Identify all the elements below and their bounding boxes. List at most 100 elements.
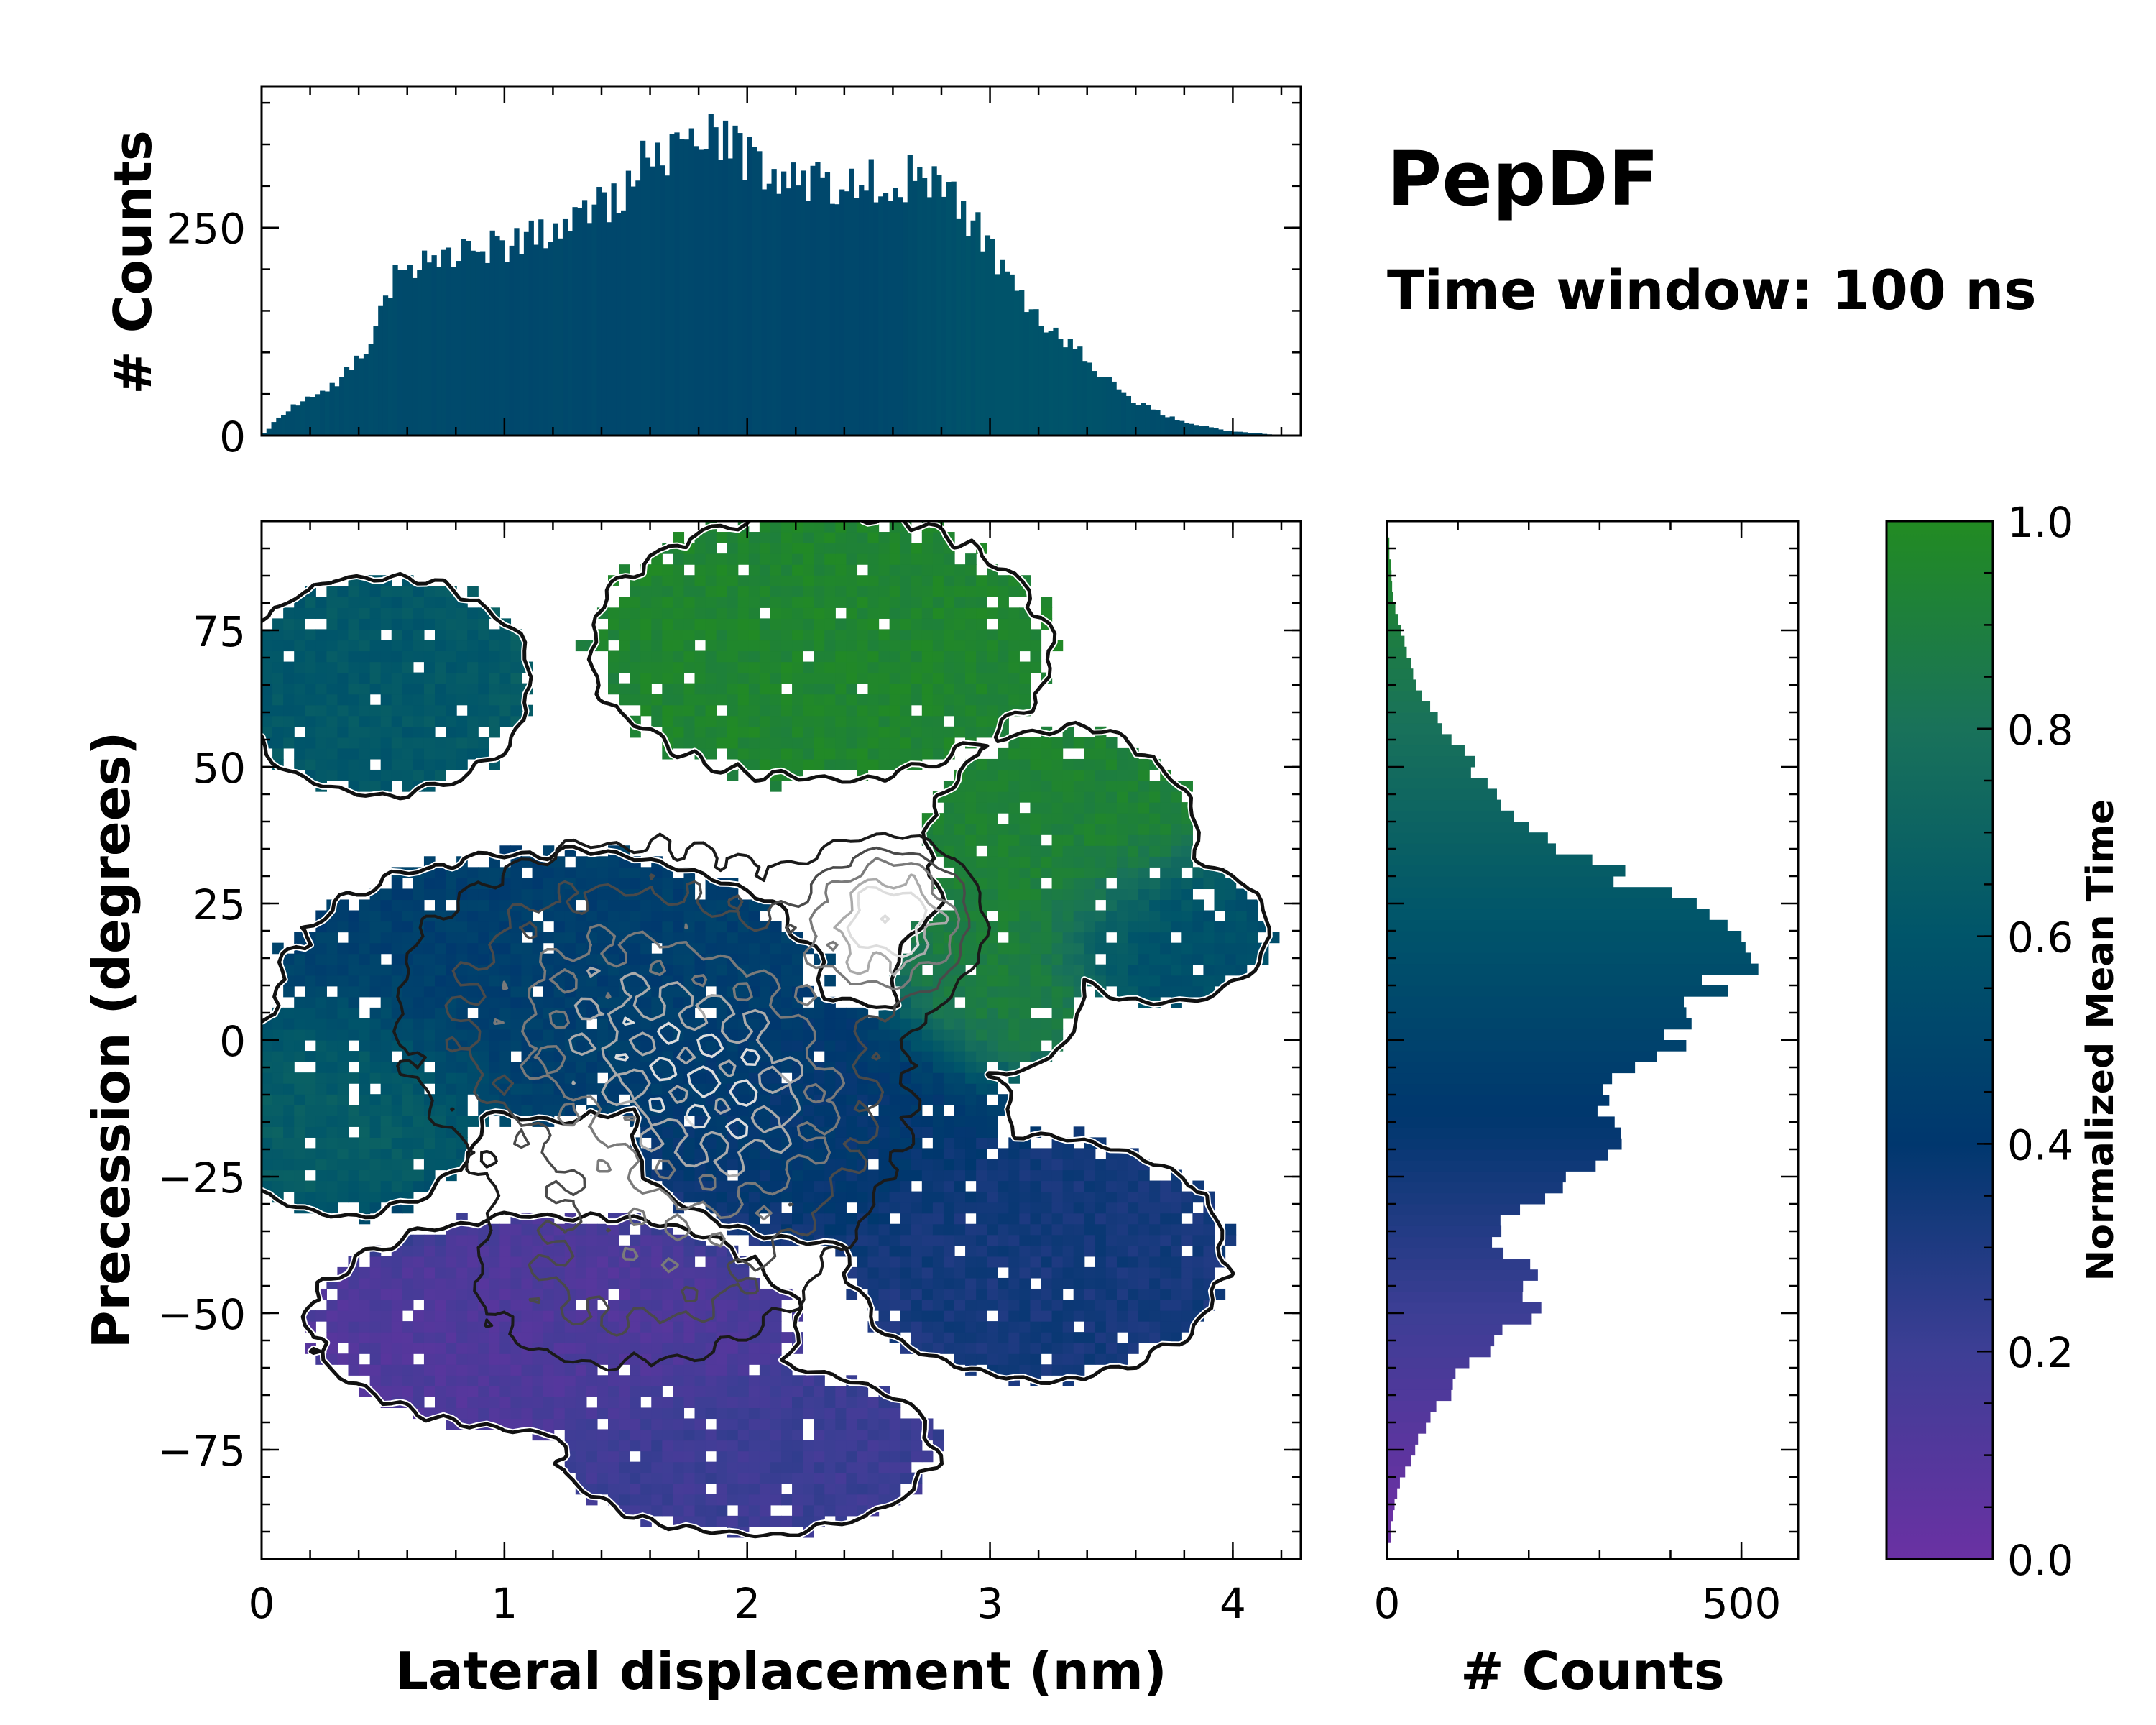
heatmap-cell	[1051, 932, 1064, 944]
top-histogram-bar	[262, 433, 267, 436]
heatmap-cell	[1171, 802, 1182, 814]
heatmap-cell	[1105, 964, 1118, 976]
heatmap-cell	[900, 1234, 912, 1246]
top-histogram-bar	[1043, 332, 1049, 436]
heatmap-cell	[900, 694, 912, 706]
heatmap-cell	[932, 704, 944, 717]
top-histogram-bar	[1150, 409, 1156, 436]
heatmap-cell	[283, 629, 295, 641]
heatmap-cell	[889, 1083, 901, 1095]
heatmap-cell	[998, 1277, 1009, 1289]
heatmap-cell	[857, 629, 869, 641]
top-histogram-bar	[320, 390, 326, 436]
heatmap-cell	[878, 1300, 890, 1311]
heatmap-cell	[283, 1051, 295, 1062]
heatmap-cell	[359, 1310, 371, 1322]
top-histogram-bar	[1111, 381, 1117, 436]
heatmap-cell	[1030, 1343, 1042, 1354]
heatmap-cell	[380, 1083, 392, 1095]
heatmap-cell	[943, 618, 955, 630]
heatmap-cell	[727, 1148, 739, 1160]
heatmap-cell	[900, 1418, 912, 1430]
heatmap-cell	[1084, 953, 1096, 965]
heatmap-cell	[1019, 1256, 1031, 1268]
heatmap-cell	[998, 1234, 1009, 1246]
heatmap-cell	[630, 1234, 641, 1246]
heatmap-cell	[456, 1007, 468, 1019]
heatmap-cell	[867, 1429, 880, 1441]
heatmap-cell	[564, 1051, 576, 1062]
heatmap-cell	[673, 1375, 685, 1386]
heatmap-cell	[478, 1364, 489, 1376]
heatmap-cell	[878, 1007, 890, 1019]
heatmap-cell	[402, 910, 414, 922]
heatmap-cell	[987, 1202, 998, 1214]
heatmap-cell	[759, 1288, 771, 1300]
heatmap-cell	[1116, 985, 1128, 998]
heatmap-cell	[1105, 1256, 1118, 1268]
heatmap-cell	[489, 985, 500, 998]
heatmap-cell	[543, 1364, 555, 1376]
heatmap-cell	[543, 953, 555, 965]
heatmap-cell	[878, 1450, 890, 1463]
heatmap-cell	[673, 1300, 685, 1311]
heatmap-cell	[673, 640, 685, 652]
heatmap-cell	[1019, 1364, 1031, 1376]
heatmap-cell	[315, 758, 327, 770]
heatmap-cell	[921, 1343, 934, 1354]
heatmap-cell	[683, 899, 696, 911]
heatmap-cell	[1181, 888, 1193, 901]
heatmap-cell	[1073, 878, 1085, 890]
heatmap-cell	[1128, 1234, 1139, 1246]
heatmap-cell	[391, 899, 403, 911]
heatmap-cell	[835, 1137, 847, 1149]
heatmap-cell	[423, 1007, 436, 1019]
heatmap-cell	[1192, 975, 1204, 987]
heatmap-cell	[1128, 1288, 1139, 1300]
heatmap-cell	[1149, 975, 1161, 987]
heatmap-cell	[630, 650, 641, 663]
heatmap-cell	[543, 1029, 555, 1041]
top-histogram-bar	[1135, 405, 1141, 436]
heatmap-cell	[402, 1375, 414, 1386]
heatmap-cell	[1138, 1202, 1150, 1214]
heatmap-cell	[521, 942, 533, 954]
heatmap-cell	[900, 1256, 912, 1268]
heatmap-cell	[1138, 932, 1150, 944]
top-histogram-bar	[776, 193, 782, 436]
heatmap-cell	[716, 1429, 728, 1441]
heatmap-cell	[976, 975, 987, 987]
heatmap-cell	[305, 1159, 316, 1171]
top-histogram-bar	[699, 150, 704, 436]
heatmap-cell	[1149, 834, 1161, 846]
heatmap-cell	[1181, 824, 1193, 835]
heatmap-cell	[987, 758, 998, 770]
heatmap-cell	[294, 629, 305, 641]
heatmap-cell	[748, 1461, 760, 1473]
heatmap-cell	[283, 1072, 295, 1084]
heatmap-cell	[380, 737, 392, 749]
heatmap-cell	[596, 1277, 609, 1289]
heatmap-cell	[359, 781, 371, 792]
heatmap-cell	[532, 1062, 544, 1073]
heatmap-cell	[619, 1277, 630, 1289]
heatmap-cell	[737, 618, 750, 630]
heatmap-cell	[748, 1213, 760, 1225]
heatmap-cell	[1160, 845, 1171, 857]
heatmap-cell	[305, 1148, 316, 1160]
heatmap-cell	[651, 694, 663, 706]
heatmap-cell	[1171, 1266, 1182, 1279]
heatmap-cell	[630, 1364, 641, 1376]
heatmap-cell	[727, 1018, 739, 1030]
heatmap-cell	[803, 618, 814, 630]
heatmap-cell	[532, 1375, 544, 1386]
heatmap-cell	[532, 1332, 544, 1343]
heatmap-cell	[1041, 1245, 1053, 1257]
heatmap-cell	[1105, 813, 1118, 824]
top-histogram-bar	[757, 151, 763, 436]
heatmap-cell	[1203, 932, 1215, 944]
heatmap-cell	[272, 661, 284, 673]
heatmap-cell	[435, 964, 446, 976]
heatmap-cell	[380, 942, 392, 954]
heatmap-cell	[673, 1440, 685, 1452]
